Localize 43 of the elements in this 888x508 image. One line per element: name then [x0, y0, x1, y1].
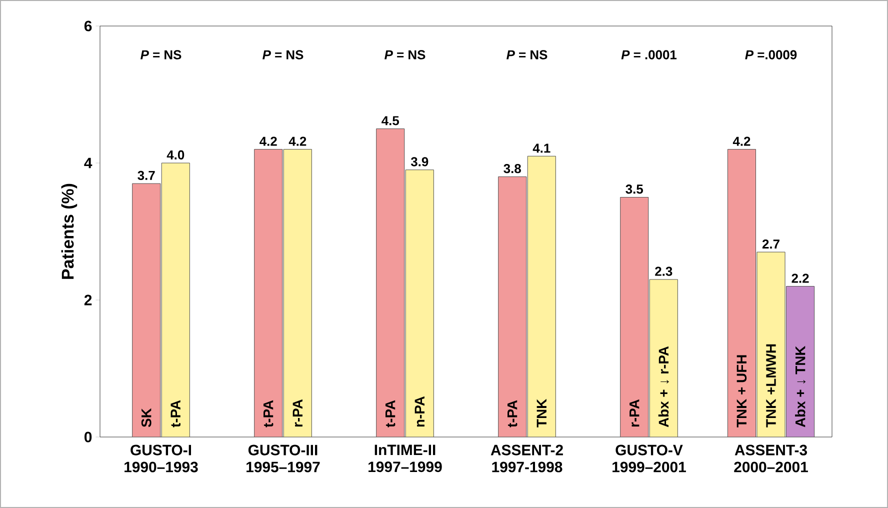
- annotation: P = NS: [506, 50, 548, 60]
- annotation: t-PA: [386, 400, 396, 428]
- annotation: P = NS: [262, 50, 304, 60]
- x-tick-label: ASSENT-2 1997-1998: [490, 444, 563, 472]
- data-label: 2.3: [655, 266, 672, 276]
- data-label: 4.0: [166, 150, 184, 160]
- y-tick-label: 6: [84, 20, 92, 32]
- x-tick-label: GUSTO-III 1995–1997: [246, 444, 320, 472]
- data-label: 4.2: [732, 136, 750, 146]
- annotation: P = NS: [384, 50, 426, 60]
- data-label: 2.7: [762, 239, 780, 249]
- x-tick-label: InTIME-II 1997–1999: [368, 444, 442, 472]
- annotation: Abx + ↓ r-PA: [658, 346, 669, 428]
- annotation: r-PA: [292, 399, 302, 427]
- annotation: P = NS: [140, 50, 182, 60]
- data-label: 3.8: [504, 164, 521, 174]
- annotation: n-PA: [414, 396, 424, 427]
- data-label: 2.2: [792, 274, 809, 283]
- annotation: t-PA: [170, 400, 181, 428]
- data-label: 4.5: [382, 116, 400, 126]
- annotation: r-PA: [630, 399, 640, 427]
- annotation: t-PA: [264, 400, 274, 428]
- data-label: 4.2: [288, 136, 306, 146]
- y-tick-label: 2: [84, 294, 92, 306]
- annotation: TNK + UFH: [736, 355, 747, 428]
- y-tick-label: 4: [84, 158, 92, 168]
- annotation: TNK: [536, 398, 546, 428]
- data-label: 4.1: [532, 144, 550, 153]
- x-tick-label: GUSTO-V 1999–2001: [612, 444, 686, 472]
- annotation: P =.0009: [745, 50, 797, 60]
- x-tick-label: GUSTO-I 1990–1993: [124, 444, 198, 472]
- annotation: P = .0001: [621, 50, 677, 60]
- annotation: t-PA: [508, 400, 518, 428]
- data-label: 4.2: [260, 136, 277, 146]
- data-label: 3.7: [138, 170, 155, 180]
- annotation: SK: [141, 408, 152, 428]
- y-axis-title: Patients (%): [61, 184, 78, 279]
- annotation: Abx + ↓ TNK: [795, 346, 806, 428]
- data-label: 3.9: [410, 157, 428, 166]
- data-label: 3.5: [626, 184, 644, 194]
- y-tick-label: 0: [84, 432, 92, 442]
- annotation: TNK +LMWH: [766, 344, 776, 428]
- x-tick-label: ASSENT-3 2000–2001: [734, 444, 808, 472]
